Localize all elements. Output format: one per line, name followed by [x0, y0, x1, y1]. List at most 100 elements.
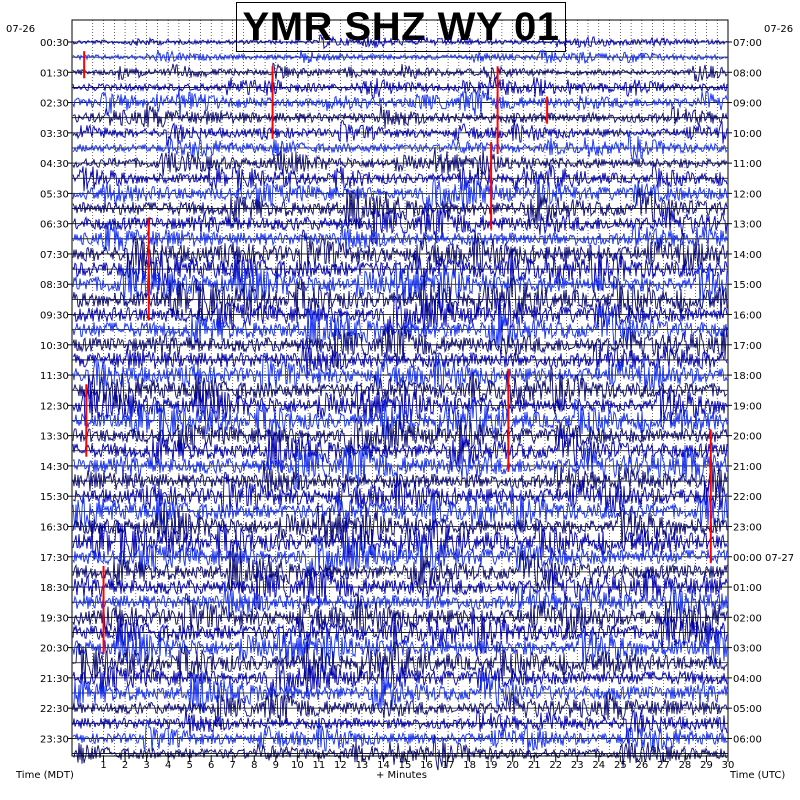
x-tick-label: 30: [722, 760, 735, 771]
left-hour-label: 00:30: [40, 38, 69, 49]
x-tick-label: 21: [528, 760, 541, 771]
seismic-trace: [72, 592, 728, 639]
x-tick-label: 10: [291, 760, 304, 771]
left-hour-label: 18:30: [40, 583, 69, 594]
right-hour-label: 06:00: [733, 734, 762, 745]
right-hour-label: 11:00: [733, 159, 762, 170]
right-hour-label: 20:00: [733, 432, 762, 443]
seismic-trace: [72, 163, 728, 194]
seismic-trace: [72, 426, 728, 473]
x-tick-label: 24: [592, 760, 605, 771]
right-hour-label: 00:00 07-27: [733, 553, 794, 564]
x-tick-label: 20: [506, 760, 519, 771]
seismic-trace: [72, 176, 728, 212]
x-tick-label: 9: [273, 760, 279, 771]
left-hour-label: 17:30: [40, 553, 69, 564]
x-tick-label: 16: [420, 760, 433, 771]
seismic-trace: [72, 62, 728, 83]
seismic-trace: [72, 567, 728, 611]
x-tick-label: 11: [312, 760, 325, 771]
x-axis-label: + Minutes: [376, 770, 427, 781]
x-tick-label: 5: [186, 760, 192, 771]
left-hour-label: 20:30: [40, 644, 69, 655]
right-hour-label: 12:00: [733, 189, 762, 200]
right-hour-label: 21:00: [733, 462, 762, 473]
x-tick-label: 4: [165, 760, 171, 771]
x-tick-label: 13: [356, 760, 369, 771]
left-hour-label: 13:30: [40, 432, 69, 443]
right-hour-label: 09:00: [733, 99, 762, 110]
right-hour-label: 05:00: [733, 704, 762, 715]
right-hour-label: 13:00: [733, 220, 762, 231]
left-hour-label: 15:30: [40, 492, 69, 503]
left-hour-label: 14:30: [40, 462, 69, 473]
x-tick-label: 15: [399, 760, 412, 771]
left-hour-label: 10:30: [40, 341, 69, 352]
seismic-trace: [72, 48, 728, 65]
seismic-trace: [72, 502, 728, 551]
seismic-trace: [72, 34, 728, 50]
x-tick-label: 18: [463, 760, 476, 771]
right-hour-label: 18:00: [733, 371, 762, 382]
seismic-traces: [72, 34, 728, 771]
x-tick-label: 25: [614, 760, 627, 771]
seismic-trace: [72, 352, 728, 400]
event-markers: [83, 51, 712, 654]
left-hour-label: 06:30: [40, 220, 69, 231]
right-hour-label: 14:00: [733, 250, 762, 261]
left-date-label: 07-26: [6, 24, 35, 35]
seismic-trace: [72, 640, 728, 687]
left-hour-label: 19:30: [40, 613, 69, 624]
seismic-trace: [72, 76, 728, 101]
left-hour-label: 05:30: [40, 189, 69, 200]
plot-frame: [71, 19, 729, 757]
left-hour-label: 01:30: [40, 68, 69, 79]
seismic-trace: [72, 88, 728, 118]
left-hour-label: 02:30: [40, 99, 69, 110]
left-hour-label: 07:30: [40, 250, 69, 261]
seismic-trace: [72, 548, 728, 594]
seismic-trace: [72, 132, 728, 162]
x-tick-label: 12: [334, 760, 347, 771]
x-tick-label: 17: [442, 760, 455, 771]
right-hour-label: 23:00: [733, 522, 762, 533]
right-hour-label: 10:00: [733, 129, 762, 140]
seismic-trace: [72, 581, 728, 627]
seismic-trace: [72, 294, 728, 337]
right-hour-label: 15:00: [733, 280, 762, 291]
seismic-trace: [72, 220, 728, 253]
left-hour-label: 09:30: [40, 311, 69, 322]
seismic-trace: [72, 260, 728, 309]
left-hour-label: 12:30: [40, 401, 69, 412]
right-hour-label: 01:00: [733, 583, 762, 594]
seismic-trace: [72, 366, 728, 415]
right-hour-label: 04:00: [733, 674, 762, 685]
left-axis-label: Time (MDT): [15, 770, 74, 781]
right-hour-label: 17:00: [733, 341, 762, 352]
left-hour-label: 11:30: [40, 371, 69, 382]
right-hour-label: 02:00: [733, 613, 762, 624]
left-hour-label: 23:30: [40, 734, 69, 745]
seismic-trace: [72, 721, 728, 753]
seismic-trace: [72, 324, 728, 369]
seismic-trace: [72, 445, 728, 491]
right-hour-label: 22:00: [733, 492, 762, 503]
x-tick-label: 19: [485, 760, 498, 771]
seismic-trace: [72, 416, 728, 457]
seismic-trace: [72, 305, 728, 353]
seismic-trace: [72, 120, 728, 148]
right-axis-label: Time (UTC): [729, 770, 785, 781]
seismic-trace: [72, 670, 728, 714]
right-hour-label: 07:00: [733, 38, 762, 49]
seismic-trace: [72, 691, 728, 728]
seismic-trace: [72, 206, 728, 246]
x-tick-label: 8: [251, 760, 257, 771]
left-hour-label: 04:30: [40, 159, 69, 170]
seismic-trace: [72, 398, 728, 444]
x-tick-label: 7: [230, 760, 236, 771]
left-hour-label: 21:30: [40, 674, 69, 685]
seismic-trace: [72, 659, 728, 699]
seismic-trace: [72, 517, 728, 566]
x-tick-label: 6: [208, 760, 214, 771]
